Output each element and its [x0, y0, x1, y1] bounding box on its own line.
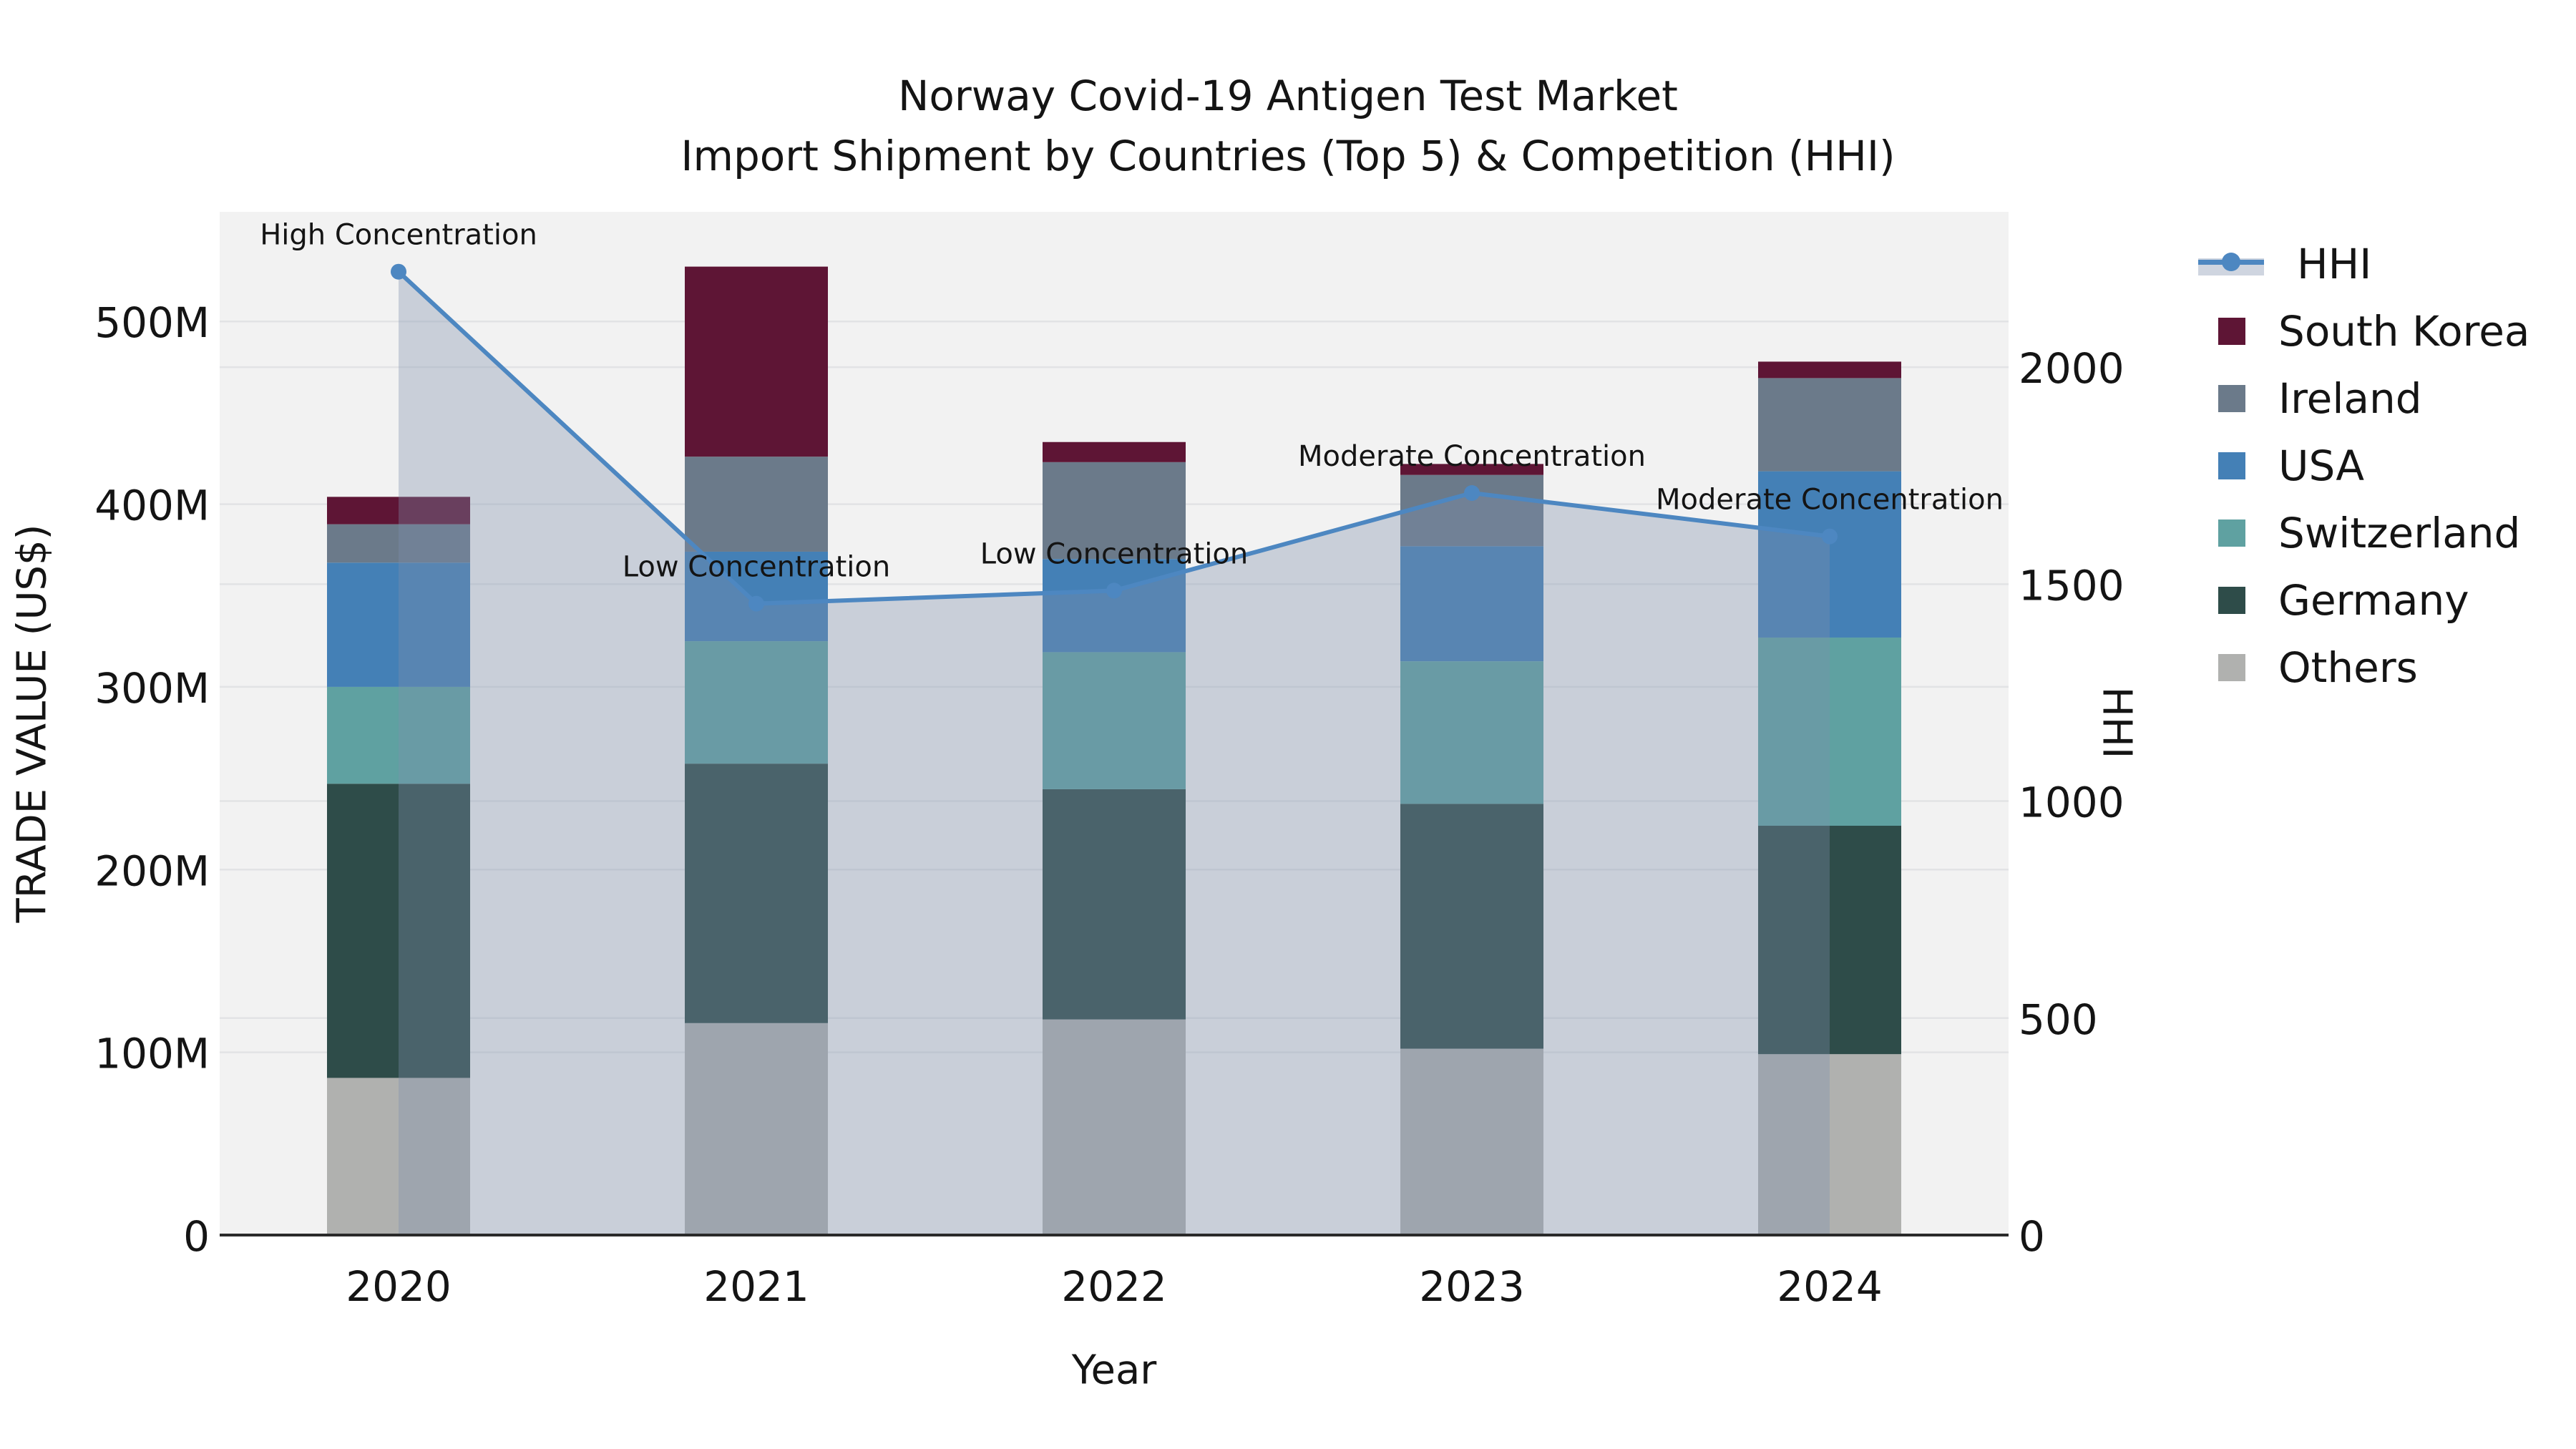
bar-segment-usa: [1043, 559, 1186, 653]
x-axis-tick-label: 2020: [346, 1262, 452, 1311]
legend-item-others: Others: [2198, 634, 2529, 701]
x-axis-tick-label: 2024: [1777, 1262, 1883, 1311]
legend-item-label: HHI: [2297, 240, 2372, 288]
right-axis-tick-label: 1500: [2019, 561, 2124, 610]
legend-item-usa: USA: [2198, 432, 2529, 499]
right-axis-tick-label: 1000: [2019, 779, 2124, 827]
bar-segment-ireland: [685, 457, 828, 552]
legend-color-swatch: [2218, 318, 2245, 345]
bar-segment-others: [1400, 1048, 1543, 1235]
legend-color-swatch: [2218, 452, 2245, 479]
bar-segment-ireland: [1043, 462, 1186, 560]
left-axis-tick-label: 0: [183, 1212, 210, 1261]
hhi-marker: [1464, 484, 1480, 501]
bar-segment-south-korea: [685, 266, 828, 457]
bar-segment-others: [1043, 1019, 1186, 1235]
bar-segment-germany: [1400, 804, 1543, 1049]
left-axis-tick-label: 500M: [94, 298, 210, 347]
left-axis-tick-label: 100M: [94, 1030, 210, 1078]
annotation-label: Moderate Concentration: [1298, 440, 1646, 473]
bar-segment-south-korea: [1400, 464, 1543, 475]
bar-segment-germany: [327, 784, 470, 1078]
x-axis-title: Year: [1071, 1347, 1157, 1394]
legend-item-switzerland: Switzerland: [2198, 499, 2529, 567]
right-axis-tick-label: 500: [2019, 995, 2098, 1044]
legend-item-ireland: Ireland: [2198, 365, 2529, 432]
hhi-area-fill: [399, 271, 1830, 1235]
left-axis-tick-label: 400M: [94, 482, 210, 530]
bar-segment-usa: [327, 562, 470, 687]
legend-item-hhi: HHI: [2198, 230, 2529, 298]
hhi-marker-sample: [2222, 253, 2240, 271]
x-axis-tick-label: 2023: [1419, 1262, 1525, 1311]
legend-item-label: Ireland: [2278, 374, 2422, 423]
bar-segment-usa: [1758, 471, 1901, 638]
legend-color-swatch: [2218, 519, 2245, 547]
legend: HHI South Korea Ireland USA Switzerland Germa…: [2198, 230, 2529, 701]
x-axis-tick-label: 2022: [1061, 1262, 1167, 1311]
hhi-marker: [748, 595, 764, 612]
right-axis-tick-label: 0: [2019, 1212, 2045, 1261]
legend-color-swatch: [2218, 654, 2245, 681]
left-axis-title: TRADE VALUE (US$): [9, 524, 56, 923]
right-axis-tick-label: 2000: [2019, 344, 2124, 393]
legend-item-label: Others: [2278, 643, 2418, 692]
legend-item-label: South Korea: [2278, 307, 2530, 356]
left-axis-tick-label: 300M: [94, 664, 210, 713]
bar-segment-switzerland: [1043, 652, 1186, 789]
x-axis-tick-label: 2021: [703, 1262, 809, 1311]
bar-segment-switzerland: [685, 641, 828, 764]
bar-segment-ireland: [327, 524, 470, 563]
chart-title: Norway Covid-19 Antigen Test Market Impo…: [0, 66, 2576, 186]
legend-item-germany: Germany: [2198, 567, 2529, 634]
bar-segment-germany: [685, 763, 828, 1023]
bar-segment-germany: [1043, 789, 1186, 1020]
annotation-label: Low Concentration: [980, 537, 1248, 570]
annotation-label: Moderate Concentration: [1656, 484, 2004, 517]
hhi-marker: [1822, 528, 1838, 545]
legend-item-label: USA: [2278, 441, 2365, 490]
bar-segment-germany: [1758, 826, 1901, 1055]
bar-segment-south-korea: [1043, 441, 1186, 462]
chart-title-line1: Norway Covid-19 Antigen Test Market: [898, 72, 1678, 120]
hhi-line-swatch-icon: [2198, 248, 2264, 280]
bar-segment-switzerland: [1400, 661, 1543, 804]
legend-color-swatch: [2218, 587, 2245, 614]
bar-segment-switzerland: [1758, 637, 1901, 826]
legend-color-swatch: [2218, 385, 2245, 412]
annotation-label: Low Concentration: [623, 551, 890, 584]
bar-segment-others: [327, 1078, 470, 1235]
bar-segment-ireland: [1758, 378, 1901, 472]
right-axis-title: HHI: [2093, 686, 2140, 759]
hhi-marker: [391, 263, 406, 280]
bar-segment-others: [1758, 1054, 1901, 1235]
legend-item-south-korea: South Korea: [2198, 298, 2529, 365]
bar-segment-others: [685, 1023, 828, 1235]
bar-segment-south-korea: [1758, 361, 1901, 379]
bar-segment-usa: [1400, 546, 1543, 662]
legend-item-label: Switzerland: [2278, 509, 2521, 557]
annotation-label: High Concentration: [260, 219, 537, 252]
left-axis-tick-label: 200M: [94, 847, 210, 895]
chart-title-line2: Import Shipment by Countries (Top 5) & C…: [680, 132, 1896, 180]
hhi-marker: [1106, 582, 1122, 599]
bar-segment-south-korea: [327, 497, 470, 525]
legend-item-label: Germany: [2278, 576, 2469, 625]
bar-segment-switzerland: [327, 686, 470, 784]
